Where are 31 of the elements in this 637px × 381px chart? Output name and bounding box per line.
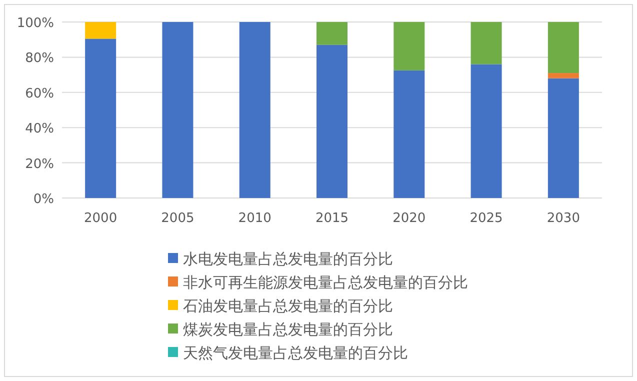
legend-item: 石油发电量占总发电量的百分比 (168, 297, 393, 315)
x-tick-label: 2020 (392, 211, 426, 226)
x-tick-label: 2000 (84, 211, 118, 226)
bar (394, 22, 425, 70)
legend-item: 水电发电量占总发电量的百分比 (168, 250, 393, 268)
bar (85, 38, 116, 198)
x-tick-label: 2025 (470, 211, 503, 226)
y-tick-label: 40% (25, 122, 54, 137)
y-tick-label: 60% (25, 86, 54, 102)
legend-item: 天然气发电量占总发电量的百分比 (168, 344, 408, 362)
x-tick-label: 2015 (315, 211, 349, 226)
bar (316, 44, 348, 198)
legend-item: 非水可再生能源发电量占总发电量的百分比 (168, 274, 468, 292)
y-tick-label: 0% (33, 192, 54, 207)
bar (470, 64, 502, 198)
bar (548, 22, 579, 74)
x-tick-label: 2010 (238, 211, 272, 226)
bar (394, 70, 425, 198)
y-tick-label: 20% (25, 156, 54, 172)
x-tick-label: 2005 (161, 211, 194, 226)
bar (239, 22, 270, 198)
bar (548, 73, 579, 78)
x-tick-label: 2030 (546, 211, 580, 226)
bar (316, 22, 348, 45)
bar (470, 22, 502, 64)
y-tick-label: 80% (25, 51, 54, 66)
bar (162, 22, 194, 198)
bar (548, 78, 579, 198)
legend-item: 煤炭发电量占总发电量的百分比 (168, 320, 393, 338)
bar (85, 22, 116, 39)
y-tick-label: 100% (16, 16, 54, 31)
